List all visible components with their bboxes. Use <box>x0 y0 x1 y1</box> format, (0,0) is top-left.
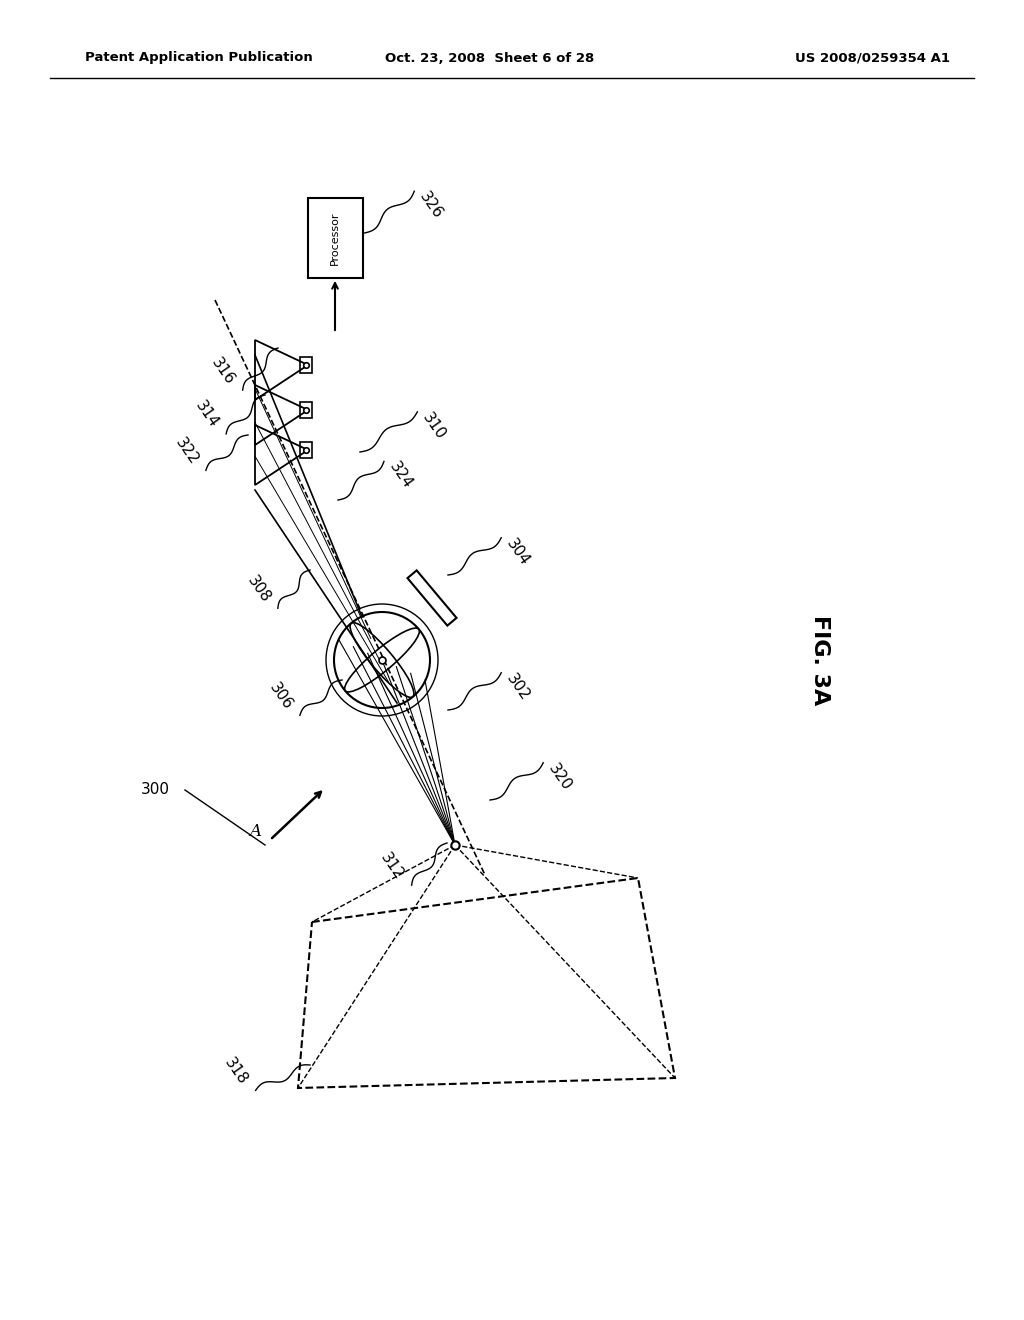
Text: Processor: Processor <box>330 211 340 265</box>
Bar <box>408 570 457 626</box>
Text: 300: 300 <box>140 783 170 797</box>
Text: 312: 312 <box>378 850 407 882</box>
Text: Patent Application Publication: Patent Application Publication <box>85 51 312 65</box>
Text: 324: 324 <box>386 459 415 492</box>
Text: 306: 306 <box>266 680 295 713</box>
Text: Oct. 23, 2008  Sheet 6 of 28: Oct. 23, 2008 Sheet 6 of 28 <box>385 51 595 65</box>
Bar <box>300 356 312 374</box>
Text: 320: 320 <box>545 760 574 793</box>
Text: 314: 314 <box>193 399 221 430</box>
Text: 308: 308 <box>244 573 272 606</box>
Text: A: A <box>249 824 261 841</box>
Text: 326: 326 <box>417 189 445 222</box>
Text: 322: 322 <box>172 436 201 467</box>
Bar <box>300 442 312 458</box>
Text: 304: 304 <box>503 536 532 568</box>
Text: US 2008/0259354 A1: US 2008/0259354 A1 <box>795 51 950 65</box>
Bar <box>300 403 312 418</box>
Text: 318: 318 <box>222 1055 251 1088</box>
Text: 310: 310 <box>420 409 449 442</box>
Bar <box>307 198 362 279</box>
Text: FIG. 3A: FIG. 3A <box>810 615 830 705</box>
Text: 316: 316 <box>209 355 238 387</box>
Text: 302: 302 <box>503 671 532 704</box>
